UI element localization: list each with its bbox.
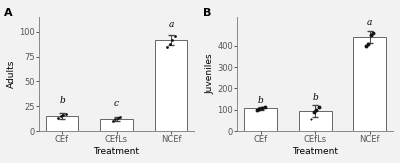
Bar [353, 37, 386, 131]
Point [261, 106, 268, 109]
Point [112, 118, 118, 120]
Bar [244, 108, 277, 131]
Text: a: a [168, 20, 174, 29]
Point [365, 42, 372, 45]
Point [117, 116, 124, 119]
Bar [100, 119, 133, 131]
Bar [299, 111, 332, 131]
Point [254, 108, 260, 111]
Y-axis label: Adults: Adults [7, 60, 16, 88]
Point [316, 105, 322, 108]
Point [164, 45, 170, 48]
X-axis label: Treatment: Treatment [292, 147, 338, 156]
Point [308, 117, 314, 120]
Point [114, 117, 121, 119]
Point [110, 120, 116, 122]
Point [363, 44, 369, 47]
Point [368, 34, 374, 36]
Point [58, 115, 64, 118]
Text: a: a [367, 18, 372, 27]
Point [55, 117, 62, 119]
Text: A: A [4, 8, 13, 18]
Bar [46, 116, 78, 131]
Point [256, 107, 263, 110]
Text: b: b [312, 93, 318, 102]
Point [166, 43, 173, 45]
X-axis label: Treatment: Treatment [94, 147, 140, 156]
Point [169, 38, 176, 41]
Text: c: c [114, 99, 119, 108]
Text: b: b [258, 96, 264, 105]
Point [313, 108, 320, 111]
Y-axis label: Juveniles: Juveniles [206, 54, 214, 94]
Point [311, 111, 317, 113]
Point [259, 107, 265, 109]
Text: B: B [203, 8, 212, 18]
Point [370, 32, 377, 34]
Text: b: b [59, 96, 65, 105]
Point [63, 113, 69, 116]
Point [60, 114, 66, 117]
Point [172, 35, 178, 37]
Bar [155, 40, 187, 131]
